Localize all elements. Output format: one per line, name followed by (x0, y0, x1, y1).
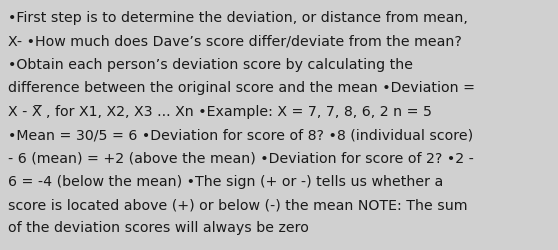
Text: score is located above (+) or below (-) the mean NOTE: The sum: score is located above (+) or below (-) … (8, 197, 468, 211)
Text: - 6 (mean) = +2 (above the mean) •Deviation for score of 2? •2 -: - 6 (mean) = +2 (above the mean) •Deviat… (8, 151, 474, 165)
Text: of the deviation scores will always be zero: of the deviation scores will always be z… (8, 220, 309, 234)
Text: X- •How much does Dave’s score differ/deviate from the mean?: X- •How much does Dave’s score differ/de… (8, 34, 462, 48)
Text: •First step is to determine the deviation, or distance from mean,: •First step is to determine the deviatio… (8, 11, 468, 25)
Text: X - X̅ , for X1, X2, X3 ... Xn •Example: X = 7, 7, 8, 6, 2 n = 5: X - X̅ , for X1, X2, X3 ... Xn •Example:… (8, 104, 432, 118)
Text: difference between the original score and the mean •Deviation =: difference between the original score an… (8, 81, 475, 95)
Text: •Mean = 30/5 = 6 •Deviation for score of 8? •8 (individual score): •Mean = 30/5 = 6 •Deviation for score of… (8, 128, 474, 141)
Text: •Obtain each person’s deviation score by calculating the: •Obtain each person’s deviation score by… (8, 58, 413, 72)
Text: 6 = -4 (below the mean) •The sign (+ or -) tells us whether a: 6 = -4 (below the mean) •The sign (+ or … (8, 174, 444, 188)
